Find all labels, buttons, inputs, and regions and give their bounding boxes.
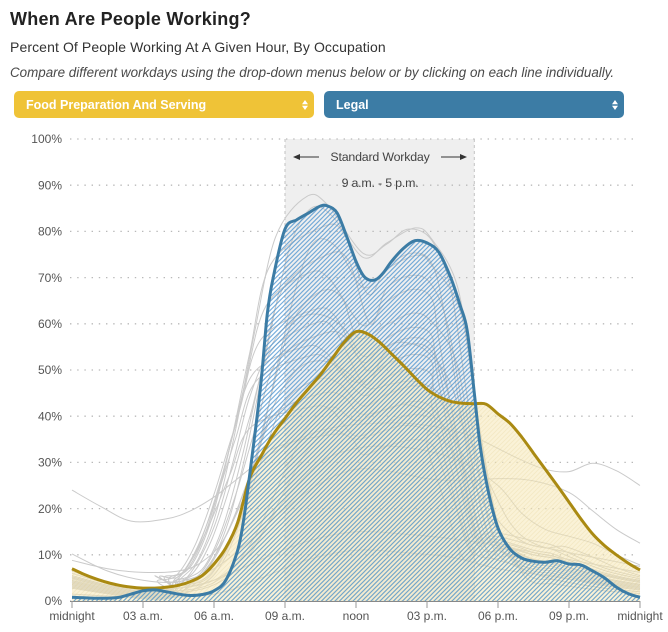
svg-text:06 a.m.: 06 a.m. xyxy=(194,609,234,623)
svg-text:noon: noon xyxy=(343,609,370,623)
svg-text:100%: 100% xyxy=(31,132,62,146)
svg-text:midnight: midnight xyxy=(49,609,95,623)
svg-text:40%: 40% xyxy=(38,409,62,423)
svg-text:30%: 30% xyxy=(38,456,62,470)
svg-text:03 a.m.: 03 a.m. xyxy=(123,609,163,623)
svg-text:80%: 80% xyxy=(38,225,62,239)
svg-text:0%: 0% xyxy=(45,594,63,608)
svg-text:Standard Workday: Standard Workday xyxy=(330,150,430,164)
svg-text:10%: 10% xyxy=(38,548,62,562)
svg-text:9 a.m. - 5 p.m.: 9 a.m. - 5 p.m. xyxy=(342,176,419,190)
svg-text:09 a.m.: 09 a.m. xyxy=(265,609,305,623)
svg-text:70%: 70% xyxy=(38,271,62,285)
svg-text:09 p.m.: 09 p.m. xyxy=(549,609,589,623)
svg-text:50%: 50% xyxy=(38,363,62,377)
svg-text:06 p.m.: 06 p.m. xyxy=(478,609,518,623)
svg-text:midnight: midnight xyxy=(617,609,663,623)
svg-text:60%: 60% xyxy=(38,317,62,331)
svg-text:03 p.m.: 03 p.m. xyxy=(407,609,447,623)
svg-text:20%: 20% xyxy=(38,502,62,516)
svg-text:90%: 90% xyxy=(38,178,62,192)
